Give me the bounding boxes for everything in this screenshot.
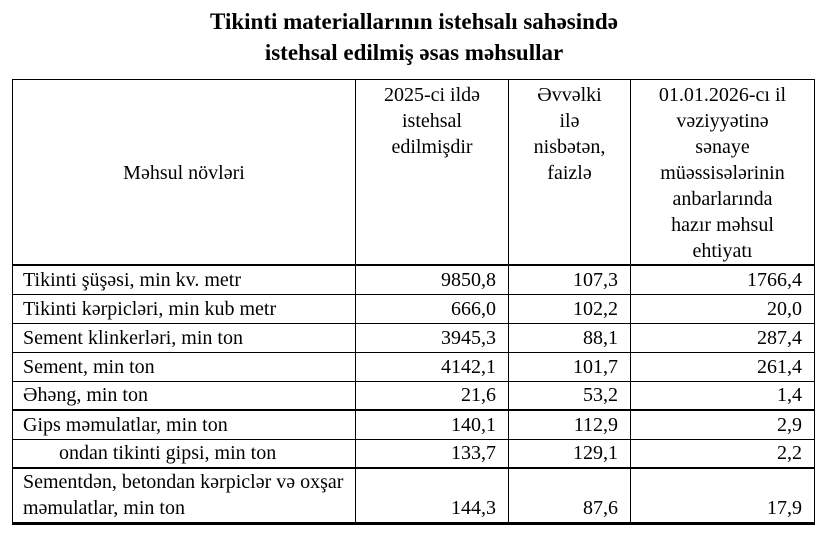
percent-value: 87,6 — [508, 467, 631, 525]
percent-value: 107,3 — [508, 264, 631, 295]
percent-value: 53,2 — [508, 380, 631, 411]
produced-value: 144,3 — [355, 467, 509, 525]
percent-value: 101,7 — [508, 351, 631, 382]
product-label: Tikinti kərpicləri, min kub metr — [12, 293, 356, 324]
page-title-line2: istehsal edilmiş əsas məhsullar — [264, 40, 564, 65]
table-row-building-glass: Tikinti şüşəsi, min kv. metr 9850,8 107,… — [12, 264, 815, 295]
product-label: Gips məmulatlar, min ton — [12, 409, 356, 440]
produced-value: 9850,8 — [355, 264, 509, 295]
produced-value: 666,0 — [355, 293, 509, 324]
header-row: Məhsul növləri 2025-ci ildə istehsal edi… — [12, 79, 815, 266]
percent-value: 129,1 — [508, 438, 631, 469]
product-label: Əhəng, min ton — [12, 380, 356, 411]
page-title: Tikinti materiallarının istehsalı sahəsi… — [0, 0, 828, 68]
product-label: Sementdən, betondan kərpiclər və oxşar m… — [12, 467, 356, 525]
produced-value: 140,1 — [355, 409, 509, 440]
col-header-produced-2025: 2025-ci ildə istehsal edilmişdir — [355, 79, 509, 266]
product-label: Tikinti şüşəsi, min kv. metr — [12, 264, 356, 295]
stock-value: 20,0 — [630, 293, 815, 324]
table-row-cement: Sement, min ton 4142,1 101,7 261,4 — [12, 351, 815, 382]
product-label: Sement, min ton — [12, 351, 356, 382]
table-row-building-gypsum: ondan tikinti gipsi, min ton 133,7 129,1… — [12, 438, 815, 469]
stock-value: 261,4 — [630, 351, 815, 382]
table-row-gypsum-products: Gips məmulatlar, min ton 140,1 112,9 2,9 — [12, 409, 815, 440]
percent-value: 112,9 — [508, 409, 631, 440]
stock-value: 2,2 — [630, 438, 815, 469]
produced-value: 133,7 — [355, 438, 509, 469]
stock-value: 2,9 — [630, 409, 815, 440]
table-row-cement-clinkers: Sement klinkerləri, min ton 3945,3 88,1 … — [12, 322, 815, 353]
stock-value: 287,4 — [630, 322, 815, 353]
produced-value: 3945,3 — [355, 322, 509, 353]
produced-value: 21,6 — [355, 380, 509, 411]
stock-value: 17,9 — [630, 467, 815, 525]
percent-value: 102,2 — [508, 293, 631, 324]
product-label: Sement klinkerləri, min ton — [12, 322, 356, 353]
percent-value: 88,1 — [508, 322, 631, 353]
table-row-cement-concrete-bricks: Sementdən, betondan kərpiclər və oxşar m… — [12, 467, 815, 525]
produced-value: 4142,1 — [355, 351, 509, 382]
col-header-percent-vs-previous-year: Əvvəlki ilə nisbətən, faizlə — [508, 79, 631, 266]
products-table: Məhsul növləri 2025-ci ildə istehsal edi… — [12, 79, 815, 525]
stock-value: 1766,4 — [630, 264, 815, 295]
page-title-line1: Tikinti materiallarının istehsalı sahəsi… — [210, 9, 618, 34]
product-label: ondan tikinti gipsi, min ton — [12, 438, 356, 469]
col-header-stock-01-01-2026: 01.01.2026-cı il vəziyyətinə sənaye müəs… — [630, 79, 815, 266]
stock-value: 1,4 — [630, 380, 815, 411]
table-row-lime: Əhəng, min ton 21,6 53,2 1,4 — [12, 380, 815, 411]
table-row-building-bricks: Tikinti kərpicləri, min kub metr 666,0 1… — [12, 293, 815, 324]
col-header-product-types: Məhsul növləri — [12, 79, 356, 266]
